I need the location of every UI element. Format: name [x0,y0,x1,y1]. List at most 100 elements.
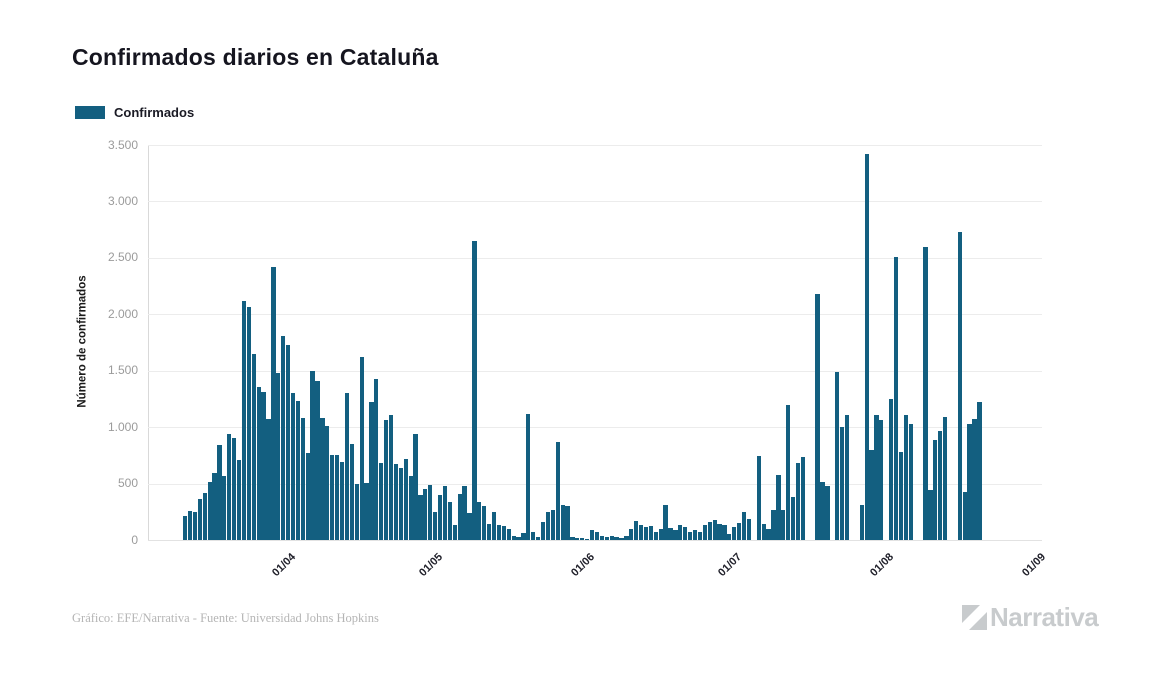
bar-01/04[interactable] [276,372,281,540]
bar-18/06[interactable] [658,529,663,540]
bar-20/08[interactable] [967,424,972,540]
bar-31/07[interactable] [869,449,874,540]
bar-28/04[interactable] [408,475,413,540]
bar-09/04[interactable] [315,380,320,540]
bar-23/05[interactable] [531,532,536,540]
bar-25/05[interactable] [540,521,546,540]
bar-21/03[interactable] [222,475,227,540]
bar-28/03[interactable] [256,386,261,540]
bar-03/06[interactable] [585,538,590,540]
bar-30/06[interactable] [717,523,722,540]
bar-13/07[interactable] [781,510,786,540]
bar-19/05[interactable] [511,536,516,540]
bar-17/06[interactable] [653,532,658,540]
bar-02/05[interactable] [428,484,433,540]
bar-08/08[interactable] [908,424,913,540]
bar-13/06[interactable] [634,521,639,540]
bar-03/05[interactable] [433,511,438,540]
bar-02/06[interactable] [580,538,585,540]
bar-14/05[interactable] [486,523,492,540]
bar-15/03[interactable] [192,511,198,540]
bar-08/07[interactable] [756,455,761,540]
bar-12/05[interactable] [477,501,482,540]
bar-05/04[interactable] [295,401,301,540]
bar-24/04[interactable] [388,415,394,540]
bar-20/04[interactable] [369,401,374,540]
bar-19/03[interactable] [212,473,217,540]
bar-06/05[interactable] [447,501,452,540]
bar-30/03[interactable] [266,419,271,540]
bar-21/04[interactable] [374,378,379,540]
bar-22/03[interactable] [227,434,232,540]
bar-07/06[interactable] [604,536,609,540]
bar-04/07[interactable] [737,522,742,540]
bar-29/07[interactable] [859,505,864,540]
bar-10/06[interactable] [619,537,624,540]
bar-07/04[interactable] [305,453,310,540]
bar-03/07[interactable] [732,527,737,540]
bar-09/05[interactable] [462,485,467,540]
bar-08/06[interactable] [609,535,614,540]
bar-21/07[interactable] [820,482,825,540]
bar-19/06[interactable] [663,505,668,540]
bar-07/05[interactable] [452,525,457,540]
bar-02/07[interactable] [727,533,732,540]
bar-11/07[interactable] [771,509,776,540]
bar-14/06[interactable] [638,524,644,540]
bar-30/07[interactable] [864,154,869,540]
bar-23/06[interactable] [683,527,688,540]
bar-22/04[interactable] [379,463,384,540]
bar-05/05[interactable] [442,486,448,540]
bar-18/03[interactable] [207,482,212,540]
bar-08/04[interactable] [310,370,315,540]
bar-02/08[interactable] [879,419,884,540]
legend-item-confirmados[interactable]: Confirmados [75,105,194,120]
bar-03/04[interactable] [285,344,291,540]
bar-27/06[interactable] [702,525,707,540]
bar-24/05[interactable] [536,536,541,540]
bar-12/08[interactable] [928,490,933,540]
bar-06/08[interactable] [898,451,904,540]
bar-26/07[interactable] [844,415,850,540]
bar-23/03[interactable] [232,437,237,540]
bar-13/05[interactable] [482,506,487,540]
bar-17/05[interactable] [501,526,506,540]
bar-14/04[interactable] [339,462,345,540]
bar-01/08[interactable] [874,414,879,540]
bar-01/05[interactable] [423,488,428,540]
bar-18/08[interactable] [957,231,962,540]
bar-13/08[interactable] [933,440,938,540]
bar-20/07[interactable] [815,293,820,540]
bar-11/05[interactable] [472,240,477,540]
bar-14/03[interactable] [187,510,193,540]
bar-30/05[interactable] [565,506,570,540]
bar-11/08[interactable] [923,246,928,540]
bar-29/03[interactable] [261,392,266,540]
bar-26/04[interactable] [398,467,403,540]
bar-04/08[interactable] [889,398,894,540]
bar-29/06[interactable] [712,520,717,540]
bar-23/04[interactable] [384,420,389,540]
bar-22/06[interactable] [678,525,683,540]
bar-01/06[interactable] [575,537,580,540]
bar-10/04[interactable] [320,418,325,540]
bar-21/08[interactable] [972,418,977,540]
bar-21/06[interactable] [673,530,678,540]
bar-22/05[interactable] [526,413,531,540]
bar-05/08[interactable] [893,256,899,540]
bar-16/03[interactable] [197,498,202,540]
bar-31/03[interactable] [271,266,276,540]
bar-11/06[interactable] [624,535,629,540]
bar-17/07[interactable] [800,457,806,540]
bar-27/03[interactable] [251,353,256,540]
bar-24/06[interactable] [688,532,693,540]
bar-13/03[interactable] [183,516,188,540]
bar-14/08[interactable] [938,431,943,540]
bar-27/05[interactable] [550,510,555,540]
bar-21/05[interactable] [521,533,526,540]
bar-14/07[interactable] [786,404,791,540]
bar-31/05[interactable] [570,537,575,540]
bar-09/06[interactable] [614,536,619,540]
bar-04/06[interactable] [589,530,595,540]
bar-29/05[interactable] [560,505,565,540]
